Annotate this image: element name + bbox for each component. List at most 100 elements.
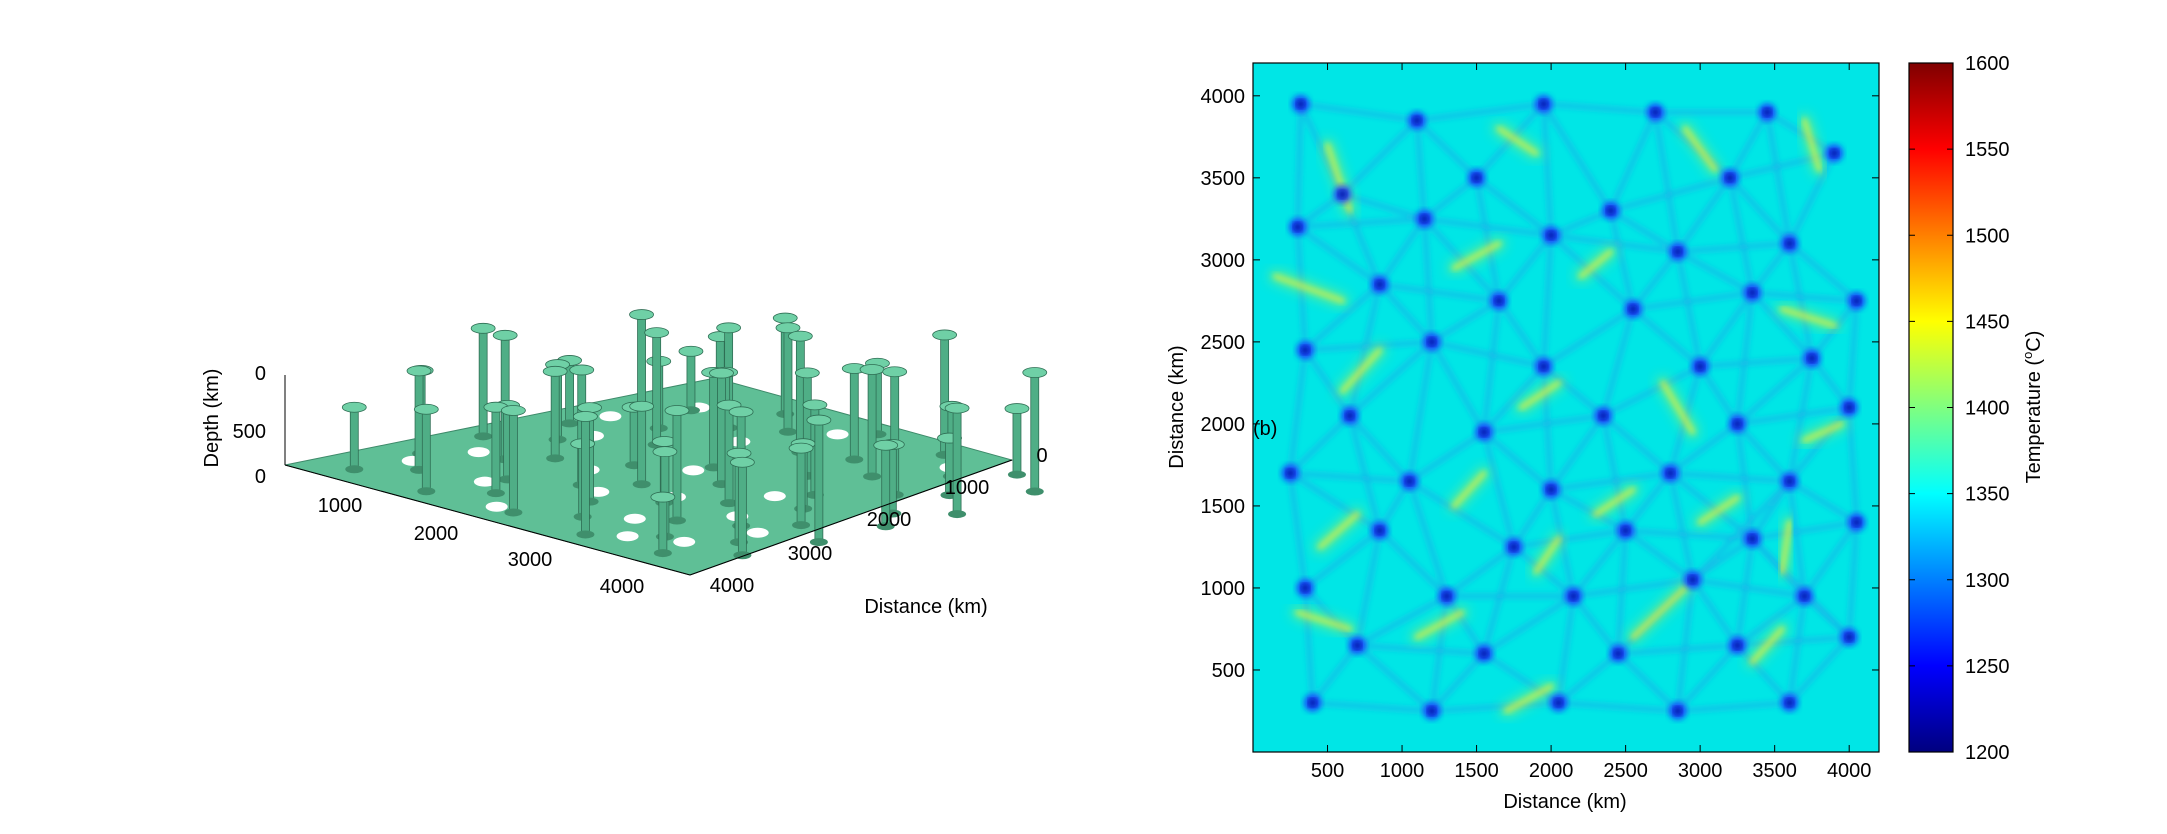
cold-spot-core bbox=[1852, 518, 1861, 527]
cell-boundary bbox=[1287, 472, 1308, 589]
plume-foot bbox=[474, 432, 493, 441]
cell-boundary bbox=[1429, 340, 1487, 434]
plume-cap bbox=[944, 402, 970, 414]
warm-streak-core bbox=[1533, 536, 1562, 575]
cell-boundary bbox=[1675, 176, 1732, 254]
cell-boundary bbox=[1846, 300, 1860, 408]
cell-boundary bbox=[1348, 414, 1412, 484]
colorbar bbox=[1908, 62, 1954, 753]
z-tick-label: 500 bbox=[233, 421, 266, 443]
plume-cap bbox=[882, 366, 908, 378]
cell-boundary bbox=[1415, 118, 1479, 180]
cell-boundary bbox=[1445, 544, 1516, 599]
cell-boundary bbox=[1632, 290, 1753, 312]
plume-stem bbox=[652, 332, 662, 446]
plume-stem bbox=[796, 447, 806, 526]
cell-boundary bbox=[1421, 218, 1435, 343]
warm-streak-core bbox=[1295, 610, 1353, 632]
panel-label: (b) bbox=[1253, 418, 1277, 440]
plume-stem bbox=[349, 406, 359, 470]
cell-boundary bbox=[1414, 120, 1427, 220]
cell-boundary bbox=[1751, 519, 1858, 542]
warm-streak-core bbox=[1801, 117, 1822, 173]
plume-stem bbox=[550, 370, 560, 459]
cell-boundary bbox=[1625, 528, 1753, 542]
cell-boundary bbox=[1444, 594, 1487, 655]
cell-boundary bbox=[1302, 587, 1316, 703]
plume-stem bbox=[581, 416, 590, 535]
cell-boundary bbox=[1303, 528, 1382, 590]
cell-boundary bbox=[1675, 579, 1696, 712]
cold-spot-core bbox=[1845, 403, 1854, 412]
cell-boundary bbox=[1377, 282, 1434, 344]
cell-boundary bbox=[1407, 341, 1435, 482]
cell-boundary bbox=[1734, 538, 1755, 646]
panel-3d-isosurface: 0 500 0 Depth (km) 1000 2000 3000 4000 0… bbox=[201, 309, 1048, 618]
plume-foot bbox=[546, 454, 565, 463]
plume-foot bbox=[948, 510, 967, 519]
plume-cap bbox=[569, 364, 595, 376]
surface-hole bbox=[623, 513, 646, 524]
plume-foot bbox=[653, 549, 672, 558]
plume-cap bbox=[1022, 367, 1048, 378]
cell-boundary bbox=[1431, 700, 1559, 714]
x-tick-label: 3000 bbox=[788, 543, 833, 565]
colorbar-label-unit: C) bbox=[2023, 331, 2045, 352]
warm-streak-core bbox=[1496, 126, 1539, 156]
cold-spot-core bbox=[1852, 296, 1861, 305]
cell-boundary bbox=[1787, 635, 1852, 705]
cell-boundary bbox=[1631, 250, 1680, 311]
surface-hole bbox=[826, 429, 849, 440]
surface-hole bbox=[467, 447, 490, 458]
cold-spot-core bbox=[1420, 214, 1429, 223]
plume-stem bbox=[737, 461, 747, 556]
cold-spot-core bbox=[1629, 305, 1638, 314]
cell-boundary bbox=[1609, 208, 1680, 254]
cell-boundary bbox=[1787, 152, 1837, 245]
heatmap-x-tick-label: 2000 bbox=[1529, 760, 1574, 782]
cold-spot-core bbox=[1338, 190, 1347, 199]
y-tick-label: 2000 bbox=[414, 523, 459, 545]
cell-boundary bbox=[1347, 415, 1383, 532]
cell-boundary bbox=[1735, 643, 1792, 705]
cell-boundary bbox=[1550, 470, 1671, 493]
cell-boundary bbox=[1787, 595, 1807, 704]
cell-boundary bbox=[1571, 594, 1621, 656]
cell-boundary bbox=[1698, 291, 1755, 368]
cell-boundary bbox=[1407, 480, 1450, 597]
cell-boundary bbox=[1543, 101, 1656, 115]
cell-boundary bbox=[1690, 479, 1792, 582]
cell-boundary bbox=[1356, 593, 1448, 648]
plume-cap bbox=[470, 322, 496, 334]
cell-boundary bbox=[1430, 298, 1501, 345]
plume-stem bbox=[658, 496, 668, 554]
cell-boundary bbox=[1431, 339, 1545, 369]
warm-streak-core bbox=[1451, 240, 1502, 271]
surface-hole bbox=[473, 476, 496, 487]
cold-spot-core bbox=[1554, 698, 1563, 707]
plume-cap bbox=[678, 345, 704, 357]
plume-stem bbox=[867, 369, 877, 477]
plume-stem bbox=[637, 405, 647, 485]
cell-boundary bbox=[1690, 578, 1740, 647]
plume-cap bbox=[652, 446, 678, 458]
plume-cap bbox=[729, 456, 755, 468]
plume-cap bbox=[709, 367, 734, 379]
cell-boundary bbox=[1296, 192, 1344, 230]
plume-cap bbox=[806, 414, 832, 426]
cell-boundary bbox=[1617, 642, 1738, 657]
plume-cap bbox=[775, 322, 801, 334]
cell-boundary bbox=[1481, 431, 1517, 548]
plume-foot bbox=[863, 472, 882, 481]
cold-spot-core bbox=[1405, 477, 1414, 486]
cell-boundary bbox=[1616, 651, 1680, 713]
warm-streak-core bbox=[1578, 249, 1614, 279]
cell-boundary bbox=[1608, 210, 1636, 310]
warm-streak-core bbox=[1317, 511, 1360, 550]
plume-stem bbox=[672, 410, 682, 521]
cell-boundary bbox=[1677, 700, 1790, 714]
cell-boundary bbox=[1670, 470, 1790, 484]
plume-stem bbox=[629, 406, 639, 466]
cold-spot-core bbox=[1442, 592, 1451, 601]
heatmap-y-axis-label: Distance (km) bbox=[1166, 345, 1188, 468]
